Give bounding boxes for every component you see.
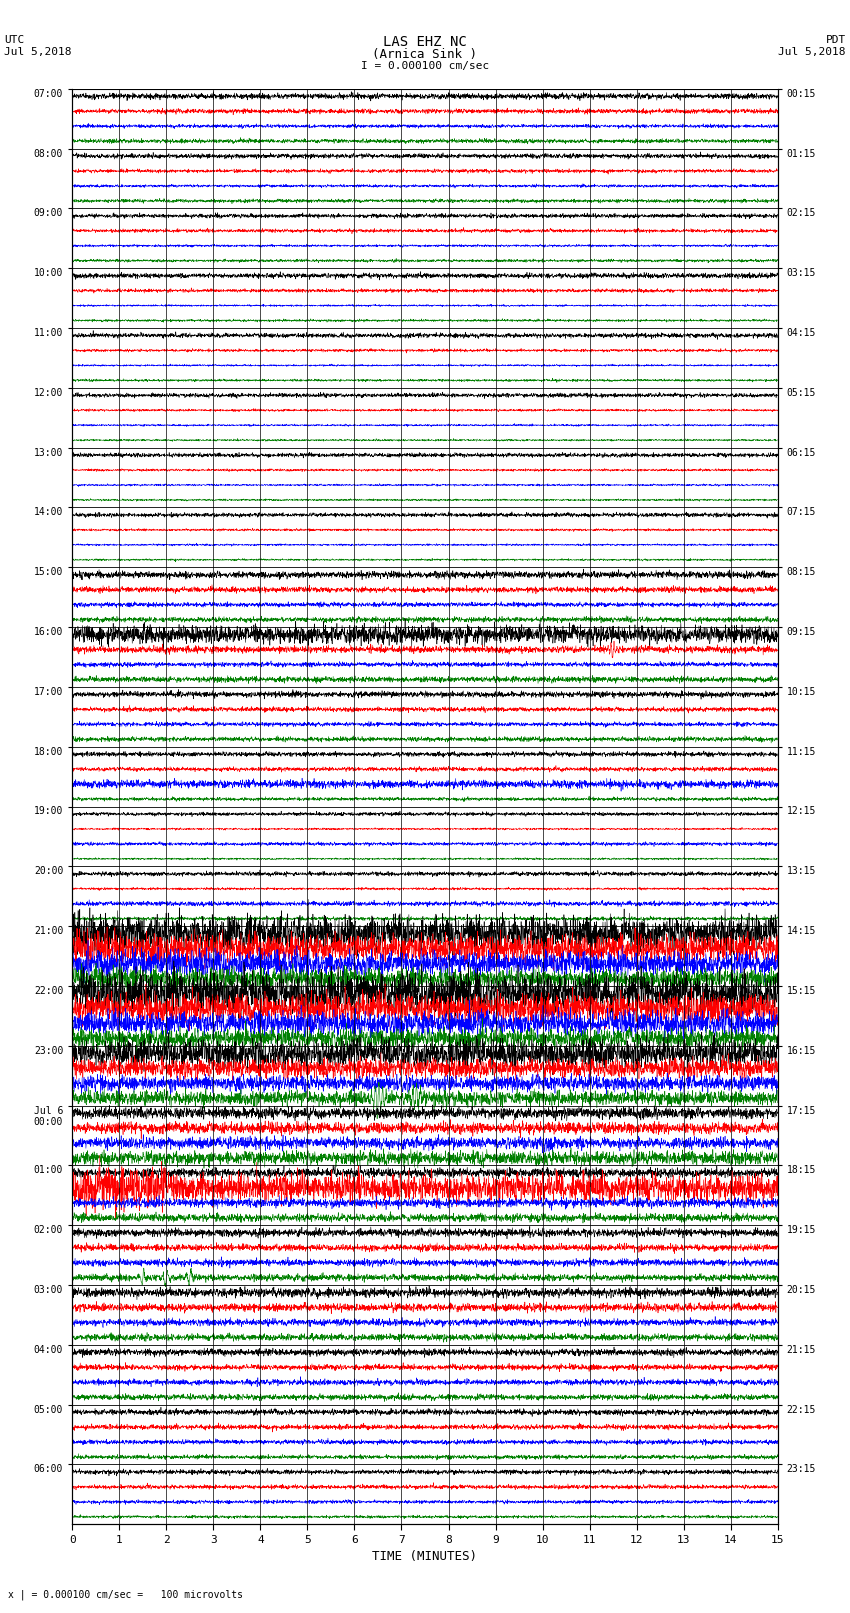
Text: (Arnica Sink ): (Arnica Sink ) [372,48,478,61]
Text: UTC: UTC [4,35,25,45]
Text: I = 0.000100 cm/sec: I = 0.000100 cm/sec [361,61,489,71]
Text: LAS EHZ NC: LAS EHZ NC [383,35,467,50]
Text: Jul 5,2018: Jul 5,2018 [779,47,846,56]
Text: Jul 5,2018: Jul 5,2018 [4,47,71,56]
Text: PDT: PDT [825,35,846,45]
X-axis label: TIME (MINUTES): TIME (MINUTES) [372,1550,478,1563]
Text: x | = 0.000100 cm/sec =   100 microvolts: x | = 0.000100 cm/sec = 100 microvolts [8,1589,243,1600]
